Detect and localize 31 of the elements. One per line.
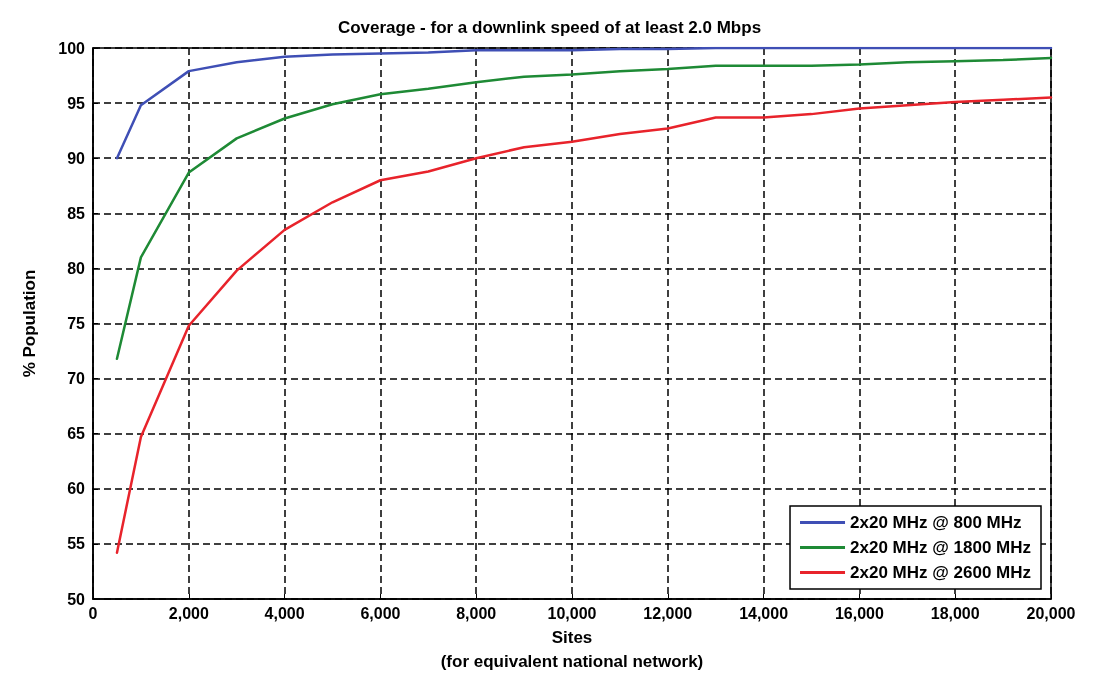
y-tick-label: 85 — [67, 204, 86, 222]
x-tick-label: 0 — [88, 604, 98, 622]
x-tick-label: 4,000 — [264, 604, 305, 622]
y-tick-label: 55 — [67, 535, 86, 553]
y-tick-label: 75 — [67, 315, 86, 332]
x-tick-label: 18,000 — [930, 604, 980, 622]
x-tick-label: 2,000 — [168, 604, 209, 622]
legend-label: 2x20 MHz @ 2600 MHz — [850, 563, 1031, 582]
x-axis-title: Sites (for equivalent national network) — [440, 628, 704, 672]
x-tick-label: 12,000 — [643, 604, 693, 622]
x-tick-label: 8,000 — [456, 604, 497, 622]
line-series — [115, 56, 1053, 361]
x-tick-label: 6,000 — [360, 604, 401, 622]
y-tick-label: 70 — [67, 370, 86, 388]
y-tick-label: 90 — [67, 149, 86, 167]
y-tick-label: 65 — [67, 425, 86, 443]
x-tick-label: 16,000 — [834, 604, 884, 622]
x-tick-label: 20,000 — [1026, 604, 1076, 622]
y-tick-label: 100 — [58, 39, 86, 57]
line-series — [115, 46, 1053, 160]
y-axis-title: % Population — [20, 269, 39, 378]
y-tick-label: 60 — [67, 480, 86, 498]
chart-title: Coverage - for a downlink speed of at least 2.0 Mbps — [337, 18, 762, 37]
line-series — [115, 96, 1053, 554]
y-tick-label: 95 — [67, 94, 86, 112]
legend-label: 2x20 MHz @ 1800 MHz — [850, 538, 1031, 557]
legend-label: 2x20 MHz @ 800 MHz — [850, 513, 1022, 532]
y-tick-label: 50 — [67, 590, 86, 608]
x-tick-label: 10,000 — [547, 604, 597, 622]
x-tick-label: 14,000 — [739, 604, 789, 622]
y-tick-label: 80 — [67, 259, 86, 277]
